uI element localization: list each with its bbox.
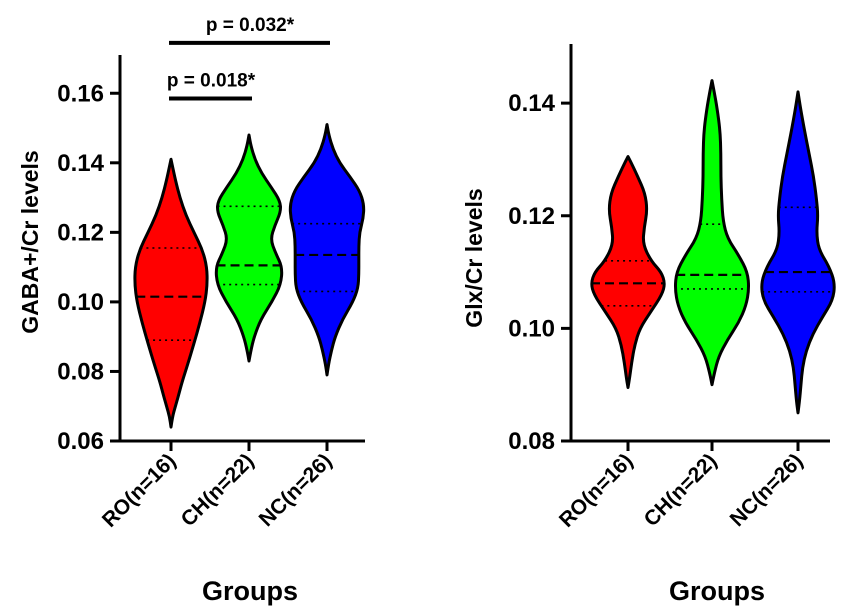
y-tick-label: 0.06 xyxy=(57,428,104,455)
x-axis-title: Groups xyxy=(202,576,298,606)
glx-violin-panel: 0.08 0.10 0.12 0.14 Glx/Cr levels RO(n=16) CH(… xyxy=(461,44,836,606)
y-tick-label: 0.08 xyxy=(57,358,104,385)
violin-ro xyxy=(590,155,666,389)
y-tick-label: 0.12 xyxy=(508,203,555,230)
x-tick-label: NC(n=26) xyxy=(255,449,337,531)
x-tick-label: NC(n=26) xyxy=(726,449,808,531)
gaba-violin-panel: 0.06 0.08 0.10 0.12 0.14 0.16 GABA+/Cr levels R… xyxy=(17,15,366,606)
y-tick-label: 0.14 xyxy=(508,90,555,117)
y-tick-label: 0.14 xyxy=(57,150,104,177)
violin-ch xyxy=(673,79,751,387)
y-tick-label: 0.08 xyxy=(508,428,555,455)
x-tick-label: CH(n=22) xyxy=(640,449,722,531)
y-tick-label: 0.12 xyxy=(57,219,104,246)
y-tick-label: 0.16 xyxy=(57,80,104,107)
y-axis-title: Glx/Cr levels xyxy=(461,188,487,327)
x-tick-label: RO(n=16) xyxy=(98,449,181,532)
x-tick-label: CH(n=22) xyxy=(177,449,259,531)
y-tick-label: 0.10 xyxy=(57,289,104,316)
y-axis-title: GABA+/Cr levels xyxy=(17,150,43,333)
x-tick-label: RO(n=16) xyxy=(555,449,638,532)
significance-label: p = 0.018* xyxy=(167,70,256,91)
y-tick-label: 0.10 xyxy=(508,315,555,342)
violin-nc xyxy=(288,123,366,377)
significance-label: p = 0.032* xyxy=(206,15,295,36)
x-axis-title: Groups xyxy=(669,576,765,606)
violin-ch xyxy=(214,133,284,363)
violin-nc xyxy=(760,90,836,415)
violin-ro xyxy=(133,157,209,429)
